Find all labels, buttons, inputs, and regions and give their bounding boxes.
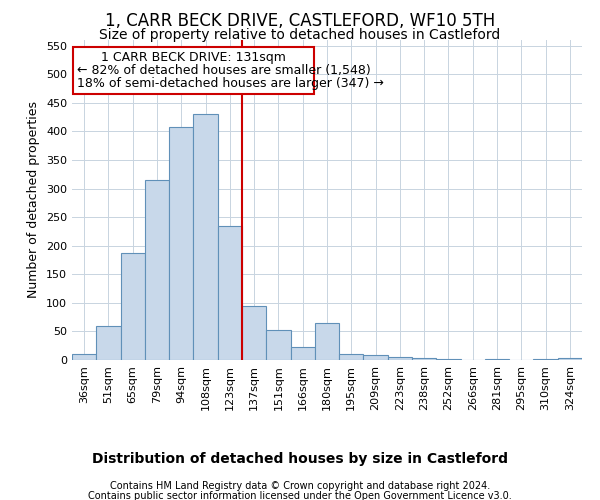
Bar bbox=[72, 354, 96, 360]
Text: 18% of semi-detached houses are larger (347) →: 18% of semi-detached houses are larger (… bbox=[77, 78, 384, 90]
Bar bbox=[96, 326, 121, 360]
Bar bbox=[169, 127, 193, 360]
Text: Distribution of detached houses by size in Castleford: Distribution of detached houses by size … bbox=[92, 452, 508, 466]
Text: Size of property relative to detached houses in Castleford: Size of property relative to detached ho… bbox=[100, 28, 500, 42]
Bar bbox=[412, 358, 436, 360]
Text: Contains public sector information licensed under the Open Government Licence v3: Contains public sector information licen… bbox=[88, 491, 512, 500]
Bar bbox=[121, 252, 145, 360]
Text: ← 82% of detached houses are smaller (1,548): ← 82% of detached houses are smaller (1,… bbox=[77, 64, 371, 77]
Bar bbox=[193, 114, 218, 360]
Bar bbox=[315, 323, 339, 360]
Bar bbox=[558, 358, 582, 360]
Bar bbox=[242, 306, 266, 360]
Bar bbox=[145, 180, 169, 360]
Y-axis label: Number of detached properties: Number of detached properties bbox=[28, 102, 40, 298]
Bar bbox=[218, 226, 242, 360]
Bar bbox=[290, 348, 315, 360]
Bar bbox=[364, 356, 388, 360]
Text: 1, CARR BECK DRIVE, CASTLEFORD, WF10 5TH: 1, CARR BECK DRIVE, CASTLEFORD, WF10 5TH bbox=[105, 12, 495, 30]
Text: Contains HM Land Registry data © Crown copyright and database right 2024.: Contains HM Land Registry data © Crown c… bbox=[110, 481, 490, 491]
Bar bbox=[339, 354, 364, 360]
Bar bbox=[266, 330, 290, 360]
Bar bbox=[388, 357, 412, 360]
Text: 1 CARR BECK DRIVE: 131sqm: 1 CARR BECK DRIVE: 131sqm bbox=[101, 51, 286, 64]
FancyBboxPatch shape bbox=[73, 47, 314, 94]
